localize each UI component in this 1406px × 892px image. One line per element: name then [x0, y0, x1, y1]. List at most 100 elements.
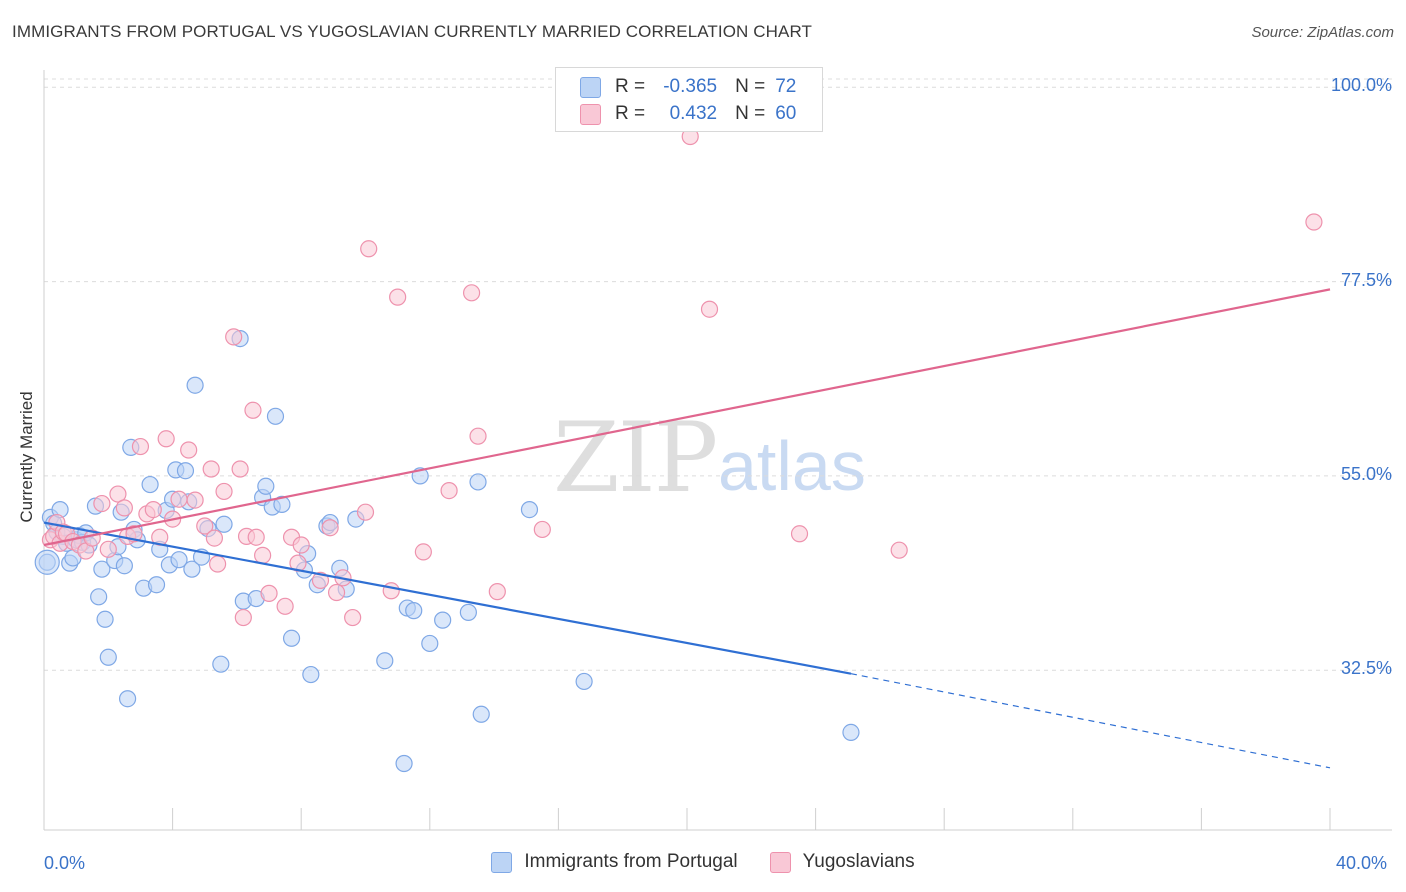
yugoslavian-point	[131, 437, 150, 456]
portugal-point	[257, 477, 275, 495]
yugoslavian-point	[170, 490, 188, 508]
portugal-point	[93, 560, 111, 578]
blue-swatch	[580, 76, 601, 98]
yugoslavian-point	[462, 284, 481, 302]
yugoslavian-point	[209, 555, 227, 573]
portugal-point	[183, 560, 201, 578]
portugal-point	[376, 652, 394, 670]
source-label: Source: ZipAtlas.com	[1251, 24, 1394, 41]
yugoslavian-point	[1305, 213, 1323, 231]
y-tick-label: 55.0%	[1340, 463, 1392, 484]
yugoslavian-point	[260, 584, 278, 602]
blue-swatch	[491, 851, 513, 873]
legend-label-portugal: Immigrants from Portugal	[524, 851, 738, 872]
y-tick-label: 32.5%	[1340, 658, 1392, 679]
portugal-point	[96, 610, 114, 628]
yugoslavian-point	[700, 300, 719, 318]
portugal-point	[472, 705, 490, 723]
chart-title: IMMIGRANTS FROM PORTUGAL VS YUGOSLAVIAN …	[12, 22, 812, 41]
yugoslavian-point	[276, 597, 294, 615]
x-tick-label-max: 40.0%	[1336, 853, 1388, 873]
pink-r-value: 0.432	[669, 103, 718, 124]
yugoslavian-point	[109, 485, 127, 503]
yugoslavian-point	[311, 571, 330, 590]
portugal-point	[395, 754, 413, 773]
portugal-point	[186, 376, 204, 394]
yugoslavian-point	[356, 503, 375, 521]
portugal-point	[266, 407, 285, 425]
yugoslavian-point	[144, 500, 162, 519]
portugal-point	[302, 665, 320, 684]
watermark-atlas: atlas	[718, 427, 866, 505]
yugoslavian-point	[244, 401, 262, 419]
pink-swatch	[769, 851, 791, 873]
yugoslavian-point	[225, 328, 243, 346]
yugoslavian-point	[186, 491, 204, 509]
yugoslavian-point	[234, 608, 252, 627]
yugoslavian-point	[344, 608, 362, 627]
portugal-point	[118, 690, 137, 708]
yugoslavian-point	[389, 288, 407, 306]
yugoslavian-point	[469, 427, 487, 445]
portugal-point	[842, 723, 860, 742]
yugoslavian-point	[115, 499, 133, 517]
portugal-point	[469, 473, 487, 491]
portugal-point	[421, 634, 439, 653]
portugal-point	[212, 655, 230, 673]
legend-item-portugal[interactable]: Immigrants from Portugal	[491, 851, 738, 873]
correlation-legend: R = -0.365 N = 72 R = 0.432 N = 60	[555, 67, 823, 132]
yugoslavian-point	[533, 520, 551, 539]
yugoslavian-point	[99, 540, 117, 558]
portugal-point	[147, 576, 166, 594]
pink-swatch	[580, 103, 601, 125]
yugoslavian-point	[196, 517, 214, 535]
portugal-point	[115, 557, 133, 575]
yugoslavian-point	[488, 583, 506, 601]
yugoslavian-point	[382, 582, 400, 600]
n-label: N =	[735, 103, 766, 124]
yugoslavian-point	[205, 529, 223, 547]
portugal-point	[405, 602, 423, 620]
r-label: R =	[615, 76, 646, 97]
y-tick-label: 100.0%	[1330, 75, 1392, 96]
yugoslavian-point	[321, 519, 339, 537]
pink-n-value: 60	[775, 103, 797, 124]
portugal-point	[99, 648, 117, 666]
portugal-point	[34, 549, 60, 575]
portugal-point	[459, 603, 477, 621]
portugal-trend-extension	[850, 673, 1331, 769]
portugal-point	[141, 475, 159, 494]
portugal-point	[170, 551, 188, 569]
y-tick-label: 77.5%	[1340, 269, 1392, 290]
blue-r-value: -0.365	[663, 76, 718, 97]
portugal-point	[176, 462, 195, 480]
legend-item-yugoslavians[interactable]: Yugoslavians	[769, 851, 915, 873]
yugoslavian-point	[254, 546, 272, 564]
portugal-point	[90, 588, 108, 606]
n-label: N =	[735, 76, 766, 97]
yugoslavian-point	[180, 441, 198, 459]
portugal-point	[575, 672, 593, 691]
yugoslavian-point	[93, 494, 111, 513]
portugal-point	[273, 495, 291, 514]
yugoslavian-point	[292, 536, 310, 554]
legend-row-blue: R = -0.365 N = 72	[580, 74, 796, 100]
yugoslavian-point	[327, 583, 346, 602]
portugal-point	[434, 611, 452, 629]
yugoslavian-point	[157, 430, 175, 448]
yugoslavian-point	[414, 543, 432, 561]
series-legend: Immigrants from Portugal Yugoslavians	[0, 851, 1406, 873]
yugoslavian-point	[360, 240, 378, 258]
portugal-point	[215, 515, 233, 533]
yugoslavian-trend-line	[43, 288, 1331, 547]
watermark-zip: ZIP	[553, 402, 718, 514]
yugoslavian-point	[215, 482, 233, 501]
legend-label-yugoslavians: Yugoslavians	[802, 851, 915, 872]
blue-n-value: 72	[775, 76, 797, 97]
yugoslavian-point	[202, 460, 220, 478]
r-label: R =	[615, 103, 646, 124]
y-axis-label: Currently Married	[17, 391, 36, 523]
yugoslavian-point	[790, 525, 809, 543]
legend-row-pink: R = 0.432 N = 60	[580, 101, 796, 127]
